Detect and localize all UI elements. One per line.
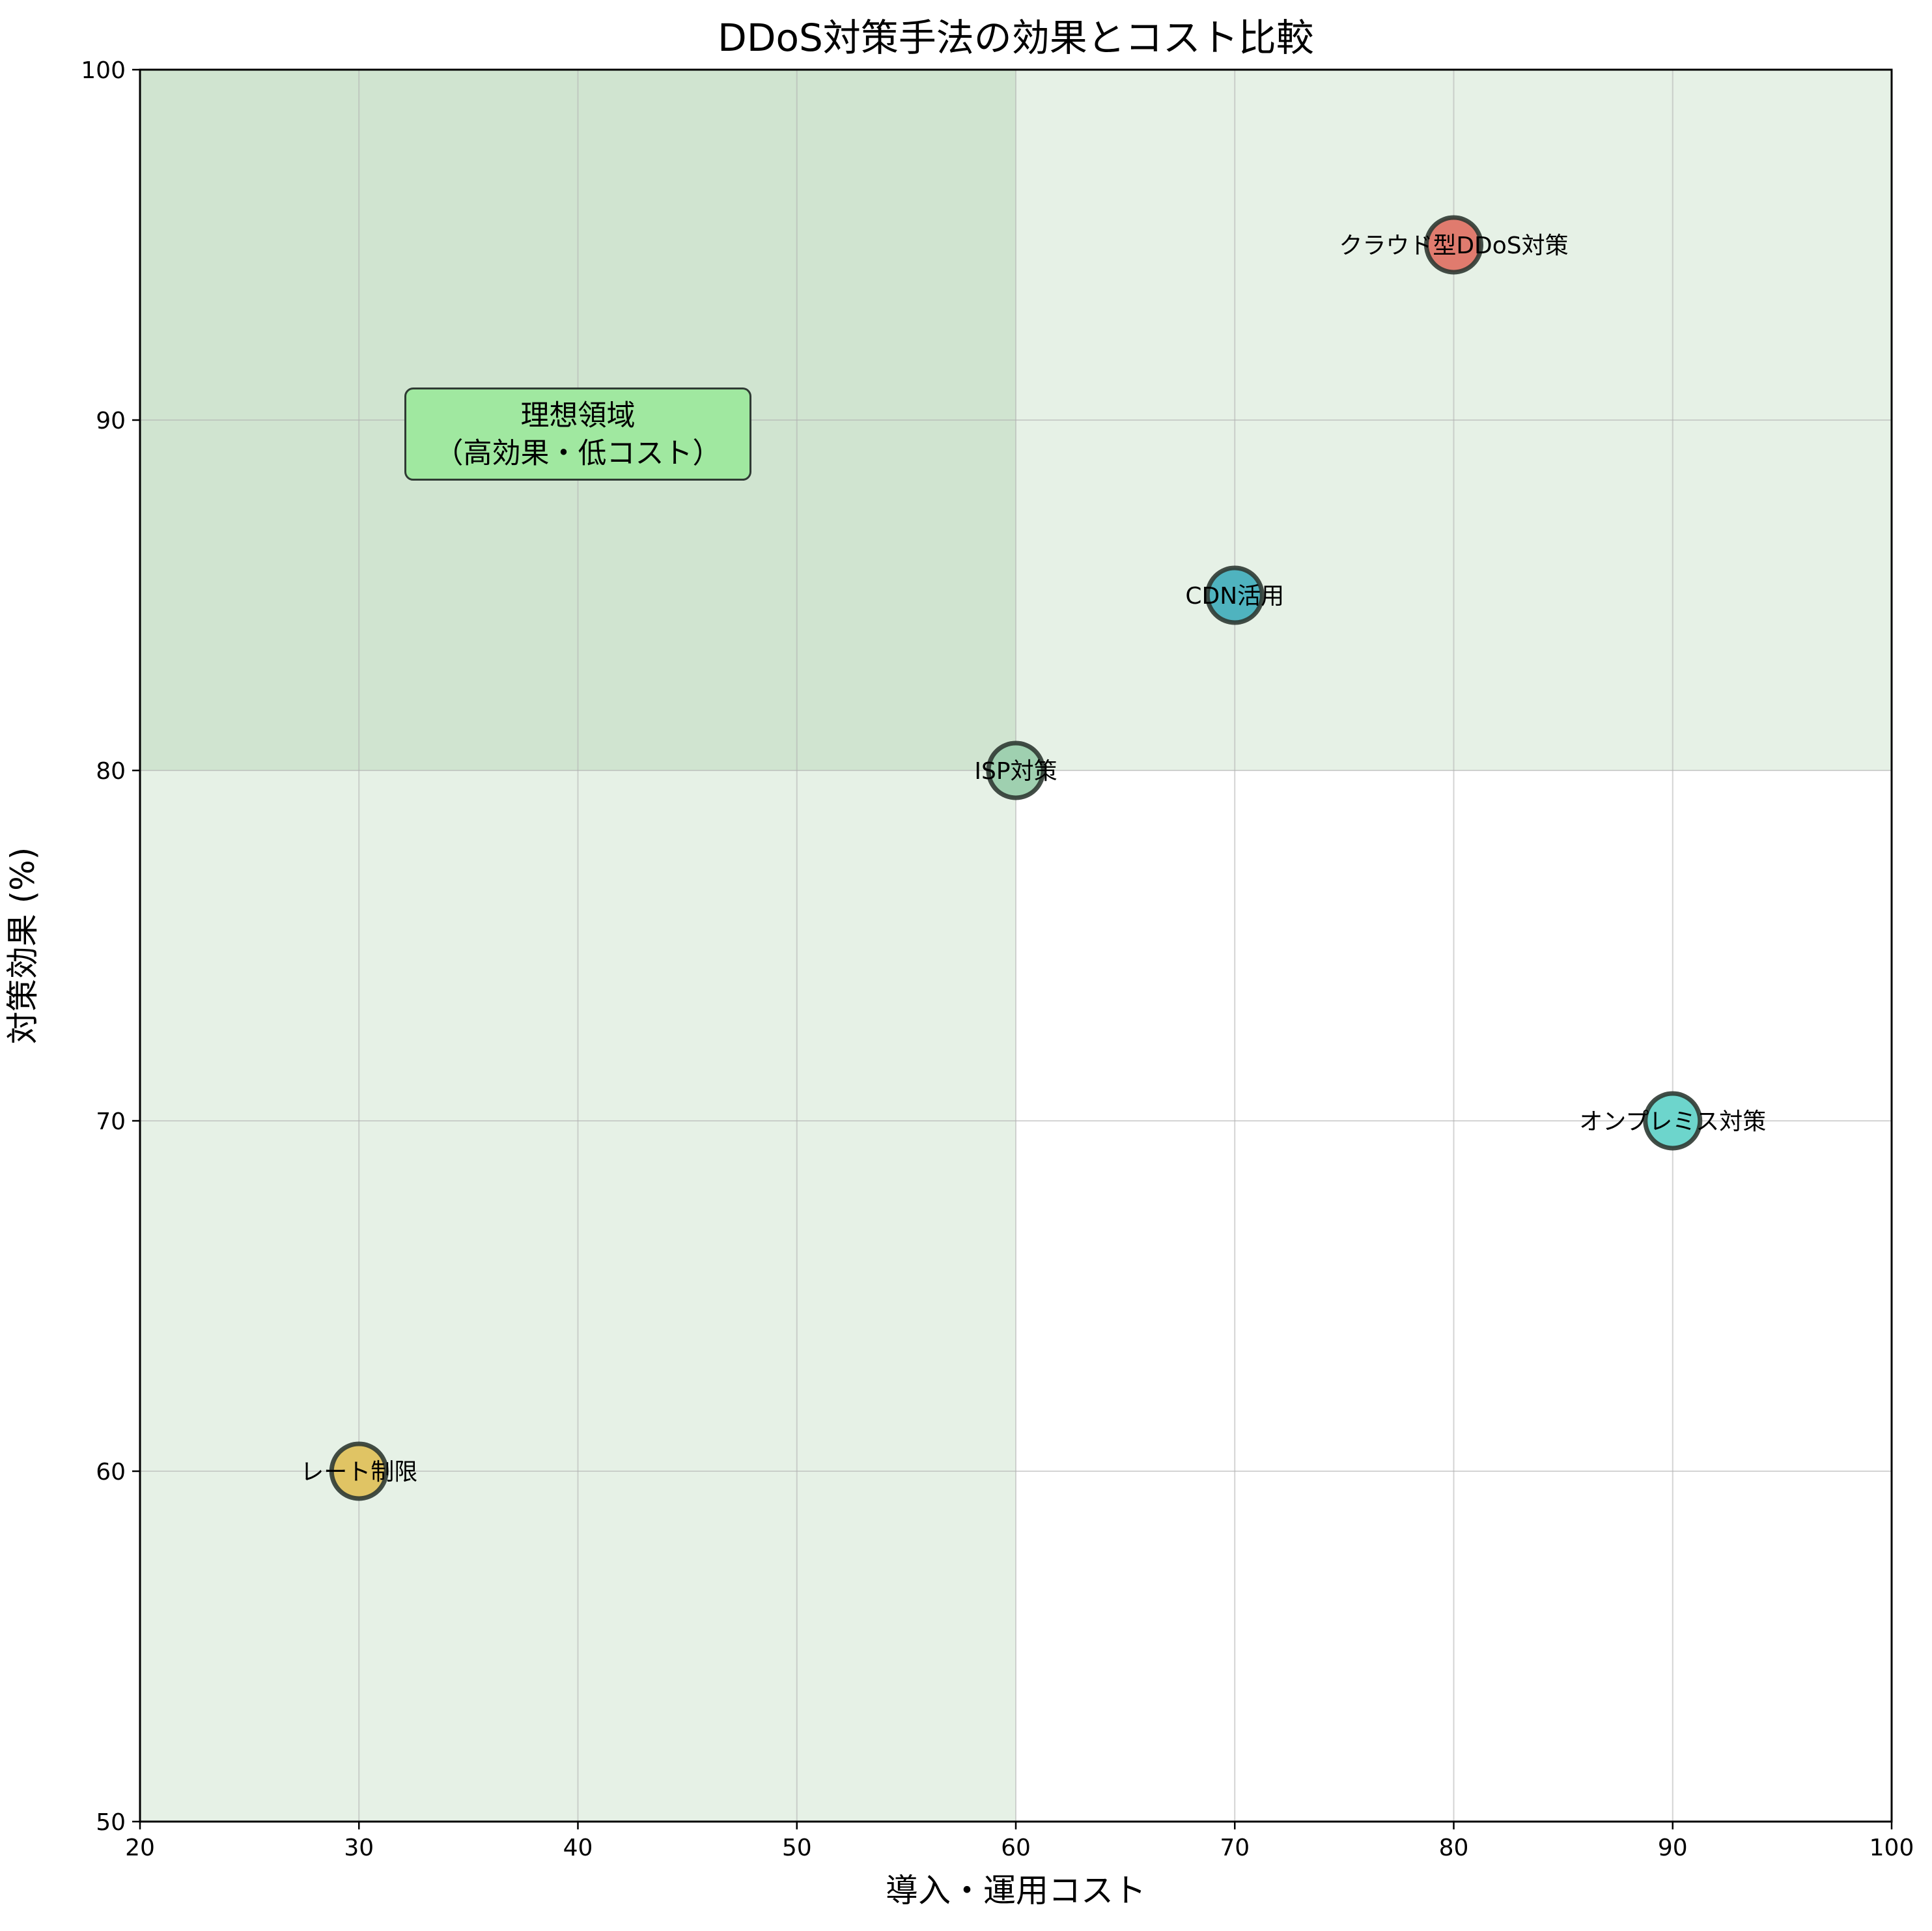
- x-tick-label: 30: [344, 1835, 374, 1861]
- data-point: [1424, 215, 1483, 275]
- y-tick-label: 50: [96, 1809, 126, 1836]
- data-point: [986, 740, 1046, 800]
- y-tick-label: 100: [81, 57, 126, 84]
- data-point: [1205, 565, 1265, 625]
- y-tick-label: 70: [96, 1108, 126, 1135]
- x-tick-label: 100: [1869, 1835, 1914, 1861]
- data-point-label: クラウド型DDoS対策: [1339, 233, 1568, 259]
- data-point-label: レート制限: [300, 1459, 417, 1486]
- annotation-box: [404, 388, 751, 481]
- axis-ticks: 20 30 40 50 60 70 80 90 100 50 60 70 80 90 100: [81, 57, 1914, 1861]
- data-point: [1643, 1091, 1703, 1151]
- x-tick-label: 70: [1220, 1835, 1250, 1861]
- y-tick-label: 60: [96, 1459, 126, 1486]
- data-point-label: CDN活用: [1185, 583, 1284, 610]
- data-point: [329, 1441, 389, 1501]
- x-tick-label: 20: [125, 1835, 155, 1861]
- annotation-line-1: 理想領域: [521, 399, 636, 432]
- x-tick-label: 90: [1658, 1835, 1688, 1861]
- data-point-label: オンプレミス対策: [1579, 1108, 1766, 1135]
- ideal-region-annotation: 理想領域 （高効果・低コスト）: [404, 388, 751, 481]
- x-tick-label: 50: [782, 1835, 812, 1861]
- y-axis-label: 対策効果 (%): [4, 847, 42, 1044]
- annotation-line-2: （高効果・低コスト）: [435, 437, 721, 470]
- y-tick-label: 90: [96, 408, 126, 434]
- x-tick-label: 40: [563, 1835, 593, 1861]
- x-tick-label: 60: [1001, 1835, 1031, 1861]
- x-tick-label: 80: [1439, 1835, 1469, 1861]
- chart-title: DDoS対策手法の効果とコスト比較: [718, 16, 1314, 60]
- data-point-label: ISP対策: [974, 758, 1057, 785]
- x-axis-label: 導入・運用コスト: [886, 1872, 1146, 1910]
- data-points: [329, 215, 1703, 1501]
- gridlines: [139, 69, 1892, 1822]
- y-tick-label: 80: [96, 758, 126, 785]
